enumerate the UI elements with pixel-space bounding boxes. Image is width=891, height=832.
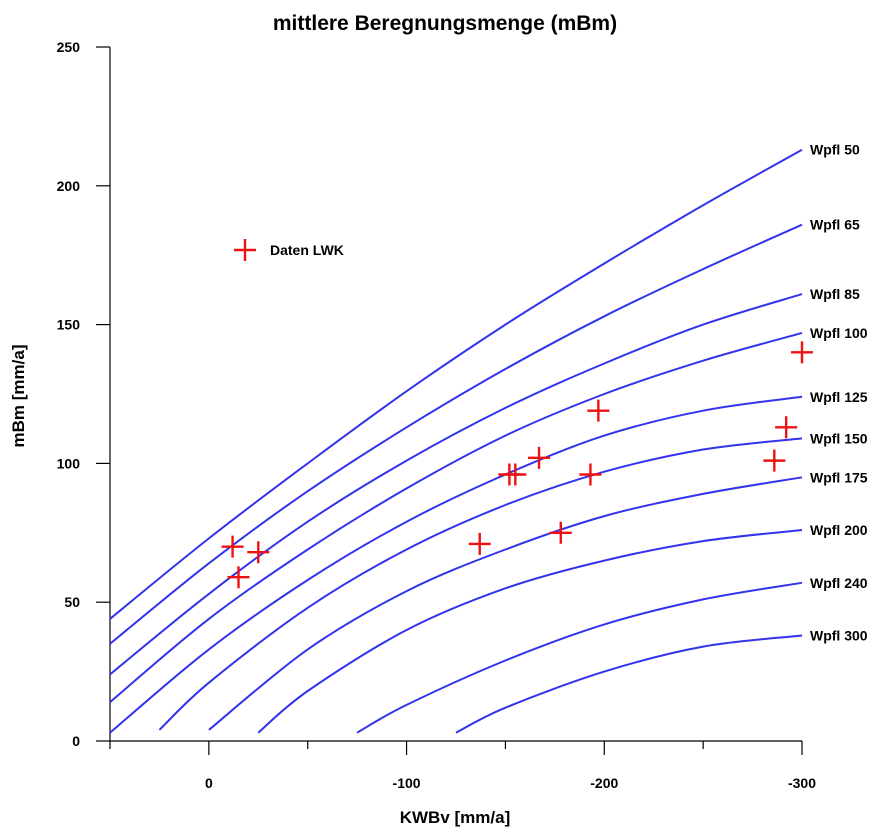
data-point [528,446,551,469]
data-point [247,541,270,564]
axes: 0 50 100 150 200 250 0 -100 -200 -300 [57,39,817,791]
series-line [109,148,803,620]
data-point [763,449,786,472]
series-line [356,581,803,734]
series-label: Wpfl 200 [810,522,868,538]
data-point [587,399,610,422]
series-line [257,529,803,734]
data-point [549,521,572,544]
series-line [455,634,803,734]
legend: Daten LWK [234,239,344,261]
data-point [791,341,813,364]
series-label: Wpfl 240 [810,575,868,591]
y-tick-label: 50 [64,594,80,610]
series-label: Wpfl 50 [810,142,860,158]
data-point [579,463,602,486]
y-tick-label: 200 [57,178,81,194]
curve-labels: Wpfl 50 Wpfl 65 Wpfl 85 Wpfl 100 Wpfl 125 Wpf… [810,142,868,644]
x-tick-label: -100 [393,775,421,791]
data-point [227,566,250,589]
y-tick-label: 0 [72,733,80,749]
series-label: Wpfl 100 [810,325,868,341]
series-line [208,476,803,731]
series-label: Wpfl 85 [810,286,860,302]
x-tick-label: -200 [590,775,618,791]
y-tick-label: 100 [57,455,81,471]
series-label: Wpfl 65 [810,217,860,233]
data-point [468,532,491,555]
series-line [109,331,803,703]
chart-title: mittlere Beregnungsmenge (mBm) [273,12,617,35]
x-axis-label: KWBv [mm/a] [400,808,511,827]
data-point [504,463,527,486]
data-point [221,535,244,558]
data-points [221,341,813,589]
series-line [109,395,803,734]
legend-label: Daten LWK [270,242,344,258]
series-label: Wpfl 125 [810,389,868,405]
y-tick-label: 150 [57,317,81,333]
series-line [158,437,803,731]
series-line [109,223,803,645]
y-axis-label: mBm [mm/a] [9,345,28,448]
curves [109,148,803,734]
y-tick-label: 250 [57,39,81,55]
x-tick-label: -300 [788,775,816,791]
legend-marker [234,239,256,261]
series-label: Wpfl 300 [810,628,868,644]
data-point [775,416,798,439]
series-label: Wpfl 150 [810,430,868,446]
series-line [109,293,803,676]
series-label: Wpfl 175 [810,469,868,485]
x-tick-label: 0 [205,775,213,791]
